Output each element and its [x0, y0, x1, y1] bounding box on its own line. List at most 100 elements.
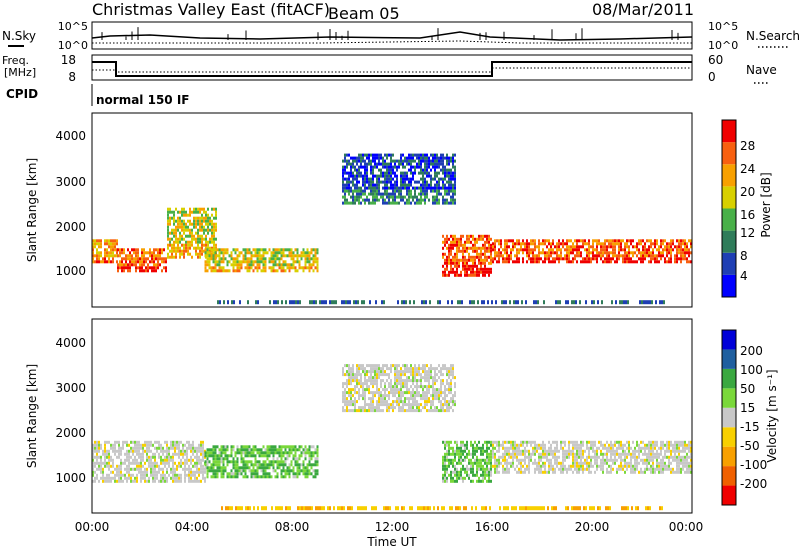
power-cell	[129, 269, 131, 273]
velocity-cell	[440, 373, 442, 377]
velocity-cell	[502, 464, 504, 468]
velocity-cell	[454, 376, 456, 380]
power-cell	[390, 201, 392, 205]
velocity-cell	[550, 467, 552, 471]
velocity-cell	[378, 367, 380, 371]
velocity-cell	[94, 470, 96, 474]
power-cell	[408, 153, 410, 157]
velocity-cell	[374, 373, 376, 377]
power-cb-tick-28: 28	[740, 139, 755, 153]
velocity-cell	[132, 473, 134, 477]
velocity-cell	[236, 472, 239, 476]
velocity-cell	[578, 461, 580, 465]
power-cell	[450, 198, 452, 202]
velocity-cell	[232, 445, 235, 449]
velocity-cell	[144, 479, 146, 483]
power-cell	[302, 266, 305, 270]
velocity-cell	[582, 464, 584, 468]
power-cell	[306, 251, 309, 255]
velocity-cell	[606, 455, 608, 459]
power-cell	[390, 153, 392, 157]
velocity-cell	[504, 452, 506, 456]
power-cell	[274, 257, 277, 261]
power-cell	[422, 198, 424, 202]
velocity-cell	[284, 469, 287, 473]
power-cell	[436, 159, 438, 163]
velocity-cell	[388, 385, 390, 389]
velocity-cell	[378, 370, 380, 374]
velocity-cell	[476, 473, 478, 477]
power-cell	[534, 239, 536, 243]
power-cell	[368, 186, 370, 190]
velocity-cell	[130, 440, 132, 444]
power-cell	[496, 254, 498, 258]
velocity-cell	[566, 455, 568, 459]
power-cell	[246, 257, 249, 261]
velocity-cell	[364, 397, 366, 401]
velocity-cell	[232, 457, 235, 461]
power-cell	[596, 251, 598, 255]
velocity-cell	[196, 449, 198, 453]
power-cell	[550, 245, 552, 249]
velocity-cell	[192, 470, 194, 474]
velocity-cell	[452, 446, 454, 450]
power-cell	[356, 156, 358, 160]
power-cell	[96, 242, 98, 246]
power-cell	[173, 249, 175, 253]
power-cell	[272, 263, 275, 267]
velocity-cell	[476, 461, 478, 465]
velocity-cell	[460, 443, 462, 447]
power-cell	[470, 258, 472, 262]
power-cell	[236, 269, 239, 273]
velocity-cell	[434, 367, 436, 371]
power-cell	[402, 198, 404, 202]
power-cell	[173, 219, 175, 223]
power-cell	[572, 242, 574, 246]
velocity-cell	[410, 406, 412, 410]
velocity-cell	[488, 446, 490, 450]
power-cell	[686, 245, 688, 249]
power-cell	[310, 257, 313, 261]
velocity-cell	[506, 464, 508, 468]
velocity-cell	[602, 461, 604, 465]
power-cell	[462, 255, 464, 259]
power-cell	[442, 180, 444, 184]
power-cell	[542, 260, 544, 264]
velocity-cell	[366, 382, 368, 386]
velocity-cell	[424, 391, 426, 395]
velocity-cell	[390, 382, 392, 386]
power-cell	[444, 186, 446, 190]
power-cell	[386, 201, 388, 205]
power-cell	[191, 237, 193, 241]
velocity-cell	[146, 446, 148, 450]
velocity-cell	[92, 452, 94, 456]
power-cell	[647, 300, 649, 305]
velocity-cell	[442, 406, 444, 410]
velocity-cell	[414, 397, 416, 401]
power-cell	[167, 246, 169, 250]
velocity-cell	[100, 467, 102, 471]
velocity-cell	[428, 382, 430, 386]
power-cell	[372, 180, 374, 184]
power-cell	[560, 254, 562, 258]
power-cell	[312, 248, 315, 252]
velocity-cell	[156, 473, 158, 477]
power-cell	[420, 183, 422, 187]
velocity-cell	[420, 382, 422, 386]
velocity-cell	[196, 461, 198, 465]
velocity-cell	[432, 385, 434, 389]
power-cell	[514, 260, 516, 264]
velocity-cell	[350, 382, 352, 386]
power-cell	[574, 254, 576, 258]
velocity-cell	[350, 379, 352, 383]
velocity-cell	[298, 472, 301, 476]
power-cell	[96, 260, 98, 264]
power-cell	[272, 248, 275, 252]
power-cell	[470, 273, 472, 277]
velocity-cell	[152, 470, 154, 474]
power-cell	[444, 243, 446, 247]
velocity-cell	[430, 367, 432, 371]
power-cell	[424, 162, 426, 166]
power-cell	[404, 174, 406, 178]
power-cell	[590, 257, 592, 261]
